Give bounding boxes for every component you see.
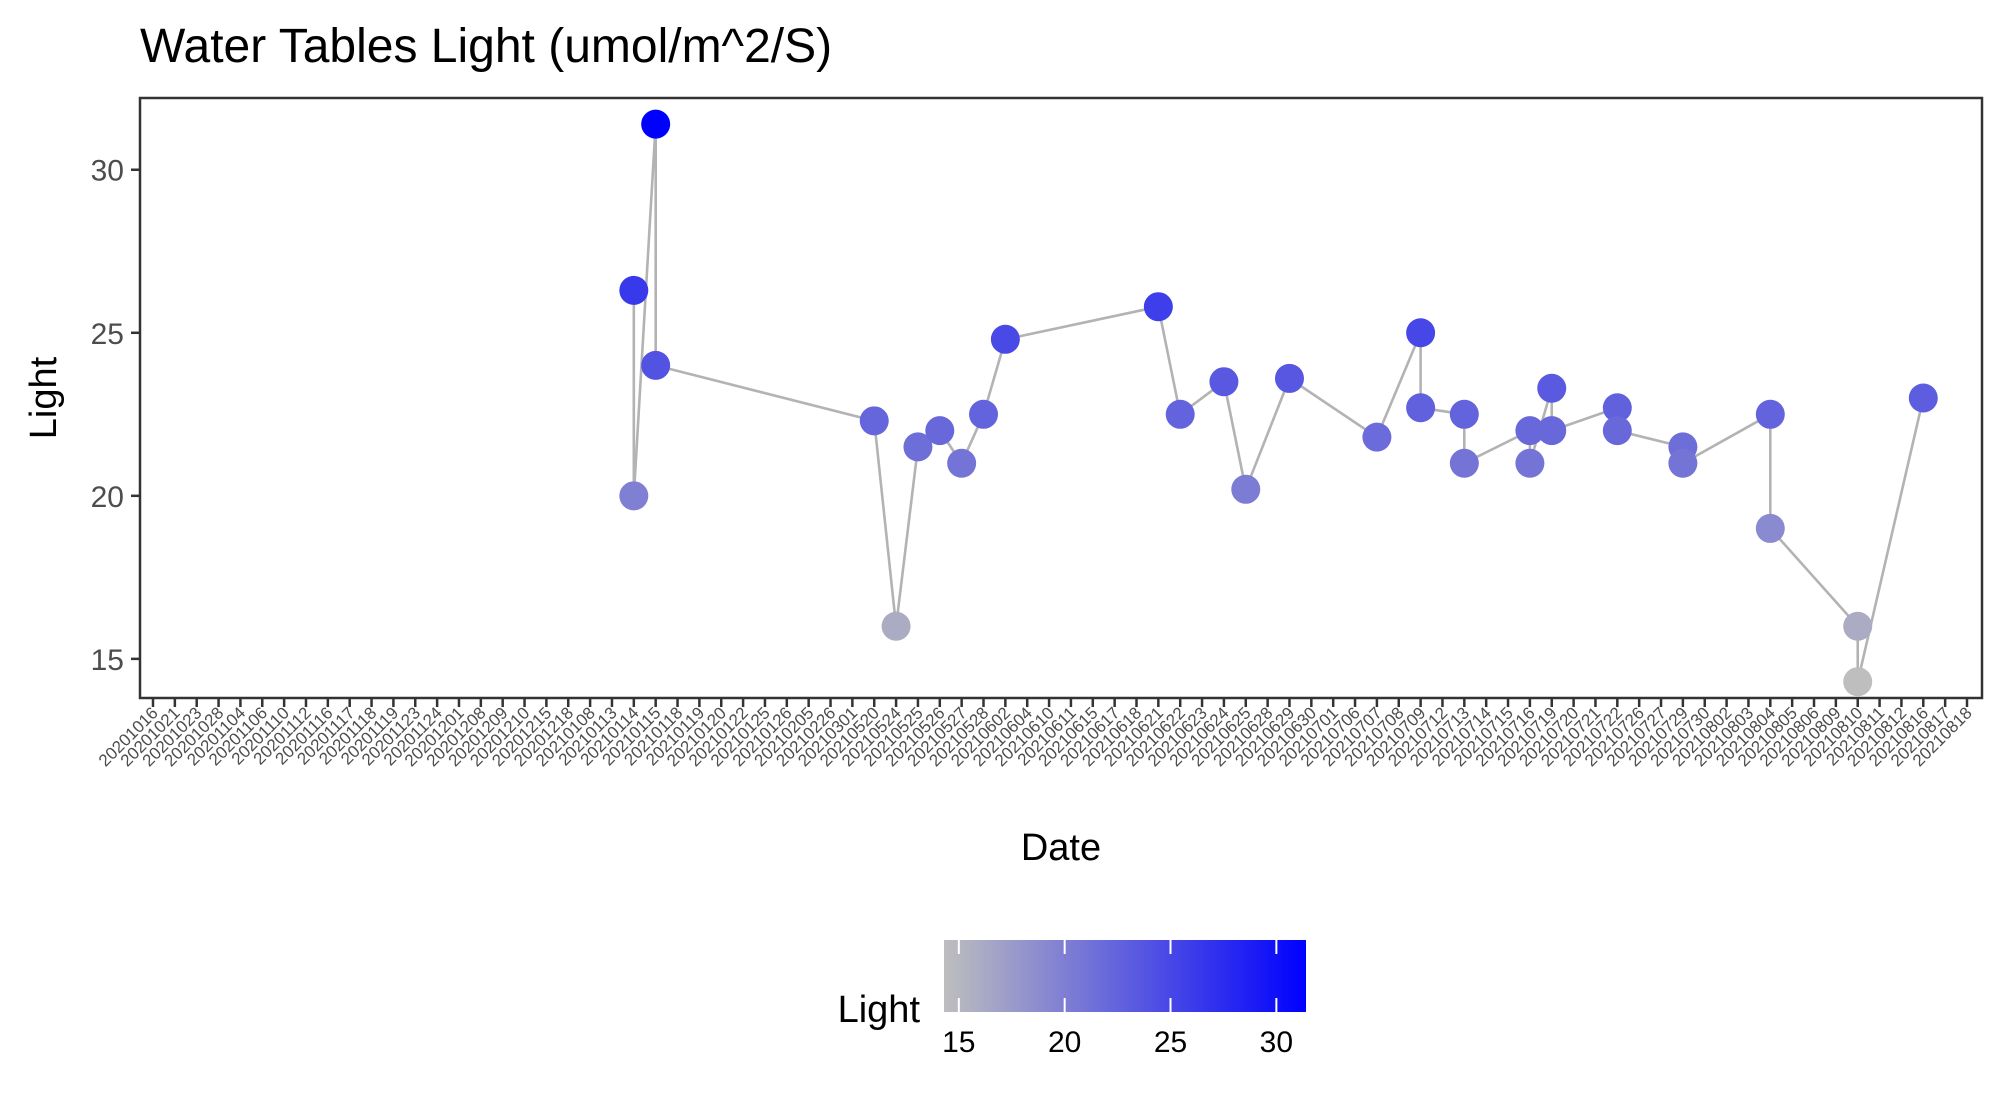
data-point xyxy=(1274,363,1304,393)
data-point xyxy=(903,432,933,462)
connector-segment xyxy=(1005,305,1159,341)
data-point xyxy=(1755,399,1785,429)
data-point xyxy=(990,324,1020,354)
connector-segment xyxy=(1288,377,1378,439)
data-point xyxy=(1165,399,1195,429)
legend-ticks: 15 20 25 30 xyxy=(942,940,1293,1059)
y-tick-label: 25 xyxy=(91,318,124,351)
data-point xyxy=(619,275,649,305)
data-point xyxy=(1209,367,1239,397)
data-point xyxy=(1537,373,1567,403)
legend-tick-label: 15 xyxy=(942,1026,975,1059)
connector-segment xyxy=(894,446,920,627)
legend-tick-label: 30 xyxy=(1260,1026,1293,1059)
data-points xyxy=(619,109,1938,697)
connector-segment xyxy=(872,420,898,627)
data-point xyxy=(641,109,671,139)
data-point xyxy=(1755,513,1785,543)
legend-tick-label: 20 xyxy=(1048,1026,1081,1059)
data-point xyxy=(1231,474,1261,504)
legend-tick-label: 25 xyxy=(1154,1026,1187,1059)
connector-segment xyxy=(632,124,657,496)
data-point xyxy=(1843,611,1873,641)
data-point xyxy=(925,416,955,446)
connector-segment xyxy=(1157,306,1182,415)
data-point xyxy=(1406,318,1436,348)
data-point xyxy=(969,399,999,429)
data-point xyxy=(619,481,649,511)
y-tick-label: 30 xyxy=(91,155,124,188)
data-point xyxy=(1449,399,1479,429)
data-point xyxy=(1668,448,1698,478)
y-tick-label: 20 xyxy=(91,481,124,514)
connector-segment xyxy=(1375,332,1422,438)
data-point xyxy=(1537,416,1567,446)
connector-segment xyxy=(1682,413,1771,465)
x-axis-title: Date xyxy=(1021,827,1101,869)
y-tick-label: 15 xyxy=(91,644,124,677)
x-axis: 2020101620201021202010232020102820201104… xyxy=(95,698,1976,770)
data-point xyxy=(1602,393,1632,423)
data-point xyxy=(1406,393,1436,423)
data-point xyxy=(1843,667,1873,697)
y-axis: 15 20 25 30 xyxy=(91,155,140,677)
connector-segment xyxy=(655,364,875,423)
data-point xyxy=(947,448,977,478)
chart-title: Water Tables Light (umol/m^2/S) xyxy=(140,20,832,73)
connector-segment xyxy=(1222,381,1248,490)
data-point xyxy=(1908,383,1938,413)
y-axis-title: Light xyxy=(23,356,65,439)
legend-colorbar xyxy=(944,940,1306,1012)
data-point xyxy=(1143,292,1173,322)
connector-segment xyxy=(1769,527,1859,628)
plot-panel xyxy=(138,96,1984,700)
data-point xyxy=(641,350,671,380)
data-point xyxy=(1515,416,1545,446)
data-point xyxy=(1449,448,1479,478)
legend-title: Light xyxy=(838,989,921,1031)
connector-segment xyxy=(1244,377,1291,490)
legend: Light 15 20 25 30 xyxy=(838,940,1306,1059)
data-point xyxy=(1602,416,1632,446)
data-point xyxy=(1515,448,1545,478)
data-point xyxy=(1362,422,1392,452)
data-point xyxy=(859,406,889,436)
data-point xyxy=(881,611,911,641)
